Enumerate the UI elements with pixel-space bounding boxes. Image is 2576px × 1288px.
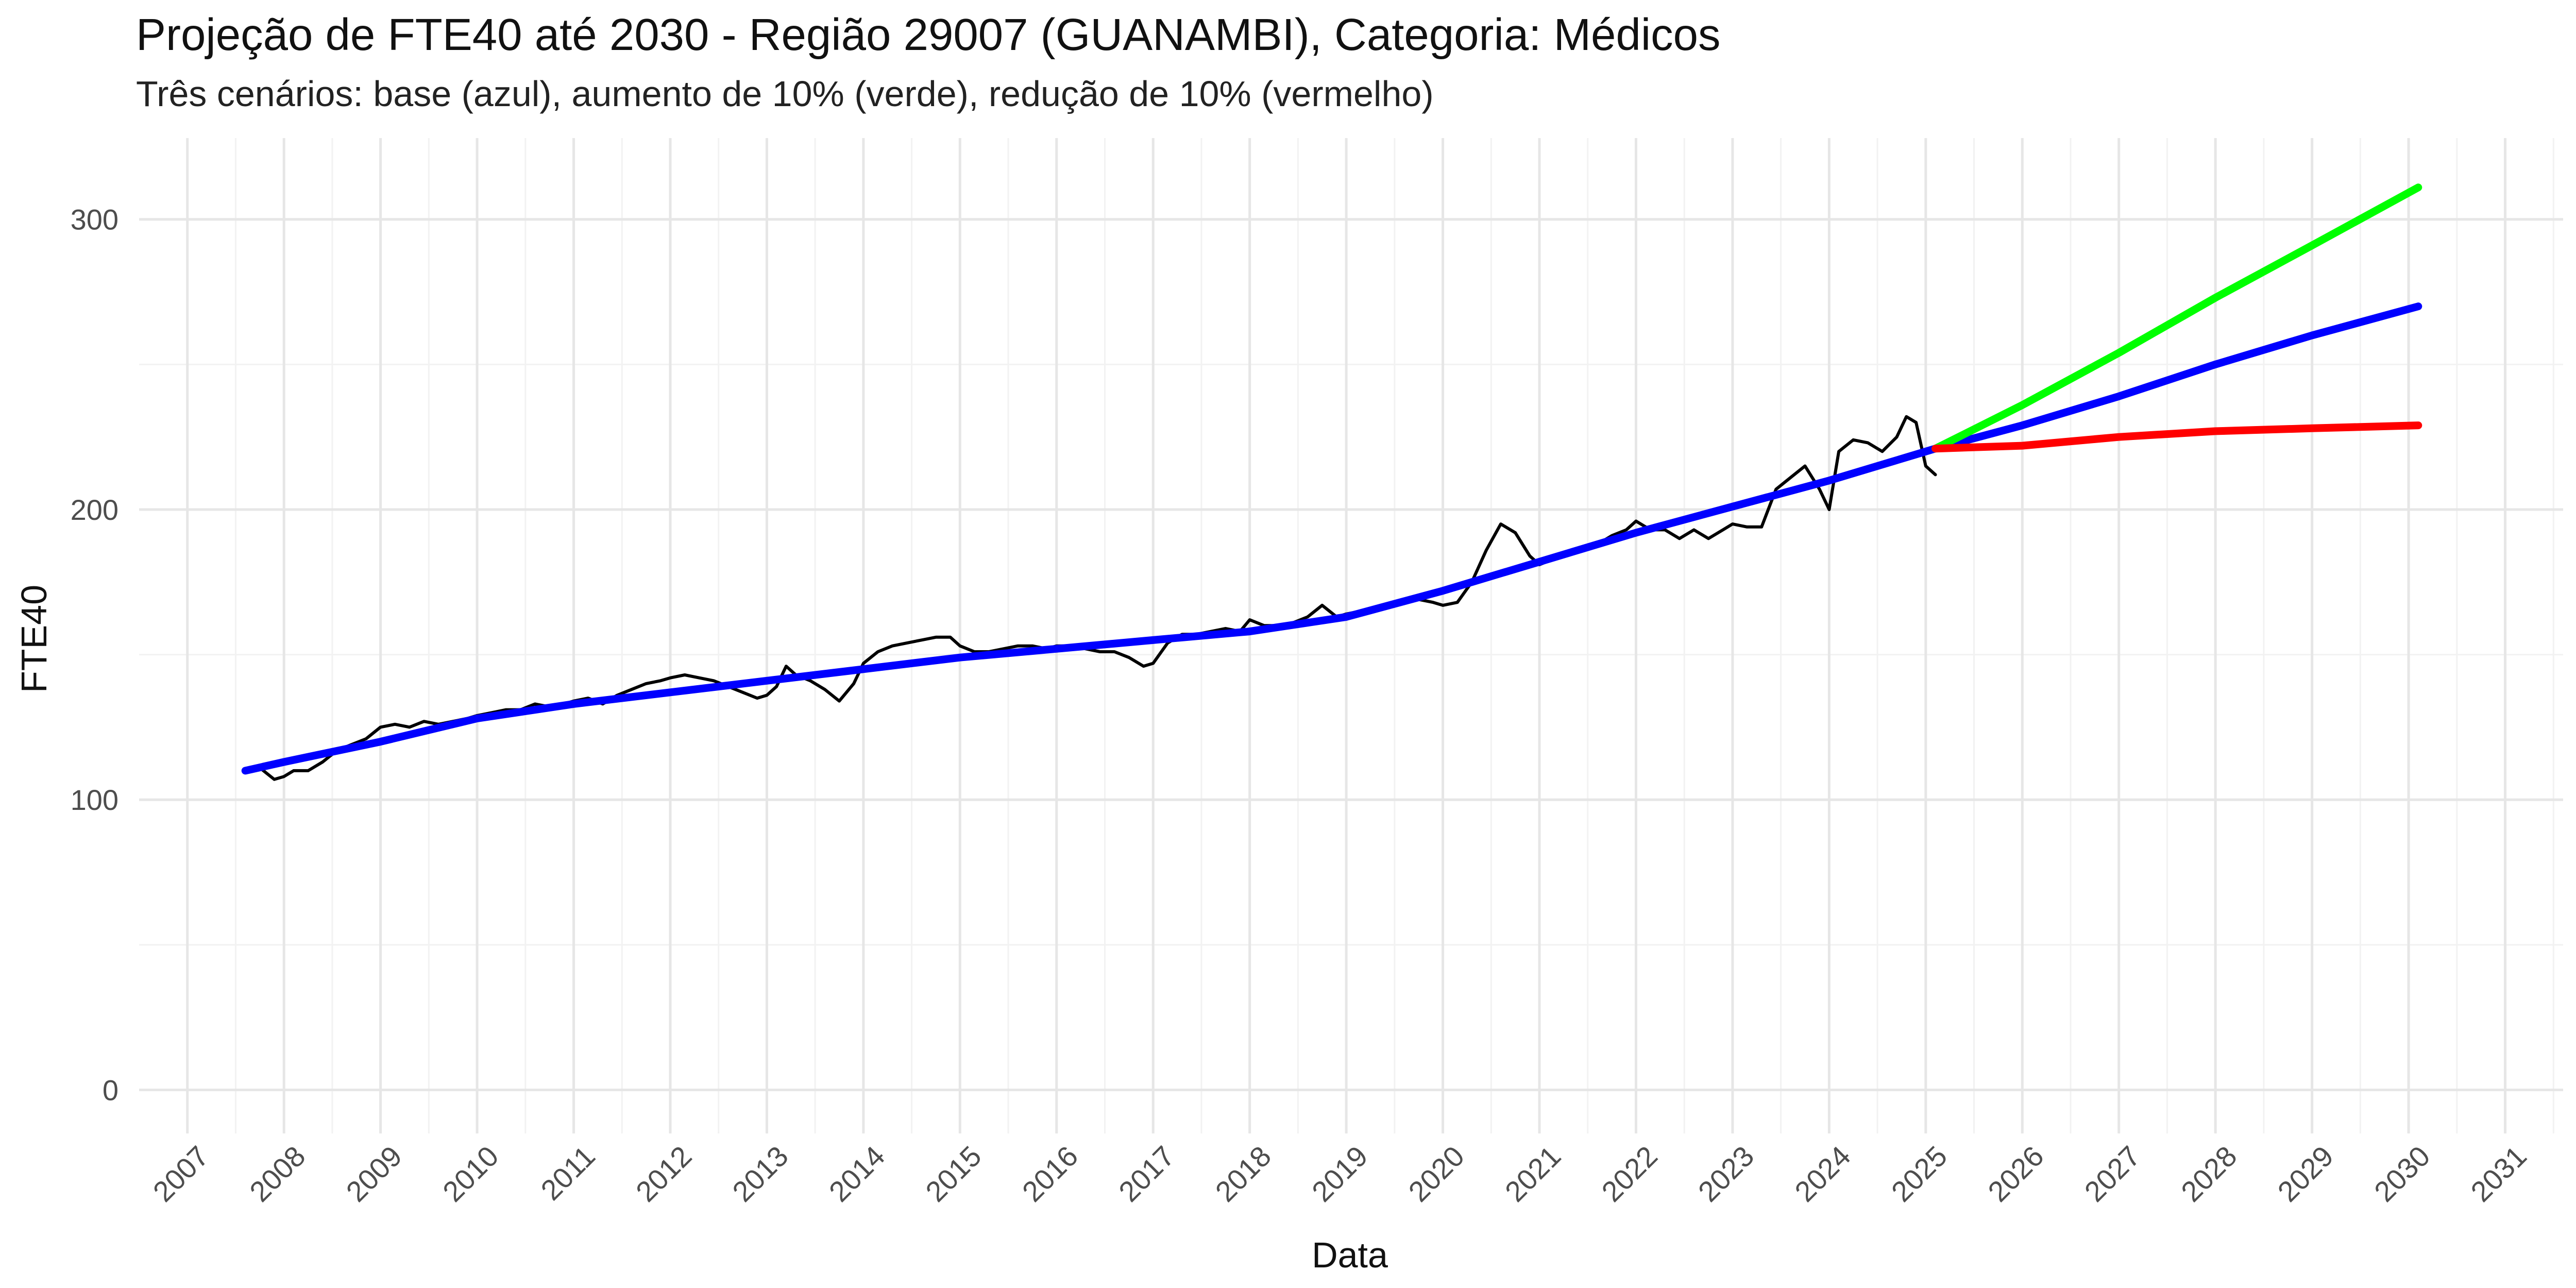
x-tick-label: 2016 [1016, 1140, 1084, 1208]
x-tick-label: 2011 [534, 1140, 601, 1207]
series-lines [241, 183, 2422, 781]
x-tick-label: 2031 [2464, 1140, 2533, 1208]
x-tick-label: 2012 [630, 1140, 698, 1208]
x-tick-label: 2026 [1981, 1140, 2050, 1208]
x-tick-label: 2030 [2368, 1140, 2436, 1208]
x-axis-title: Data [1312, 1235, 1388, 1275]
x-tick-label: 2022 [1595, 1140, 1664, 1208]
y-tick-label: 200 [71, 494, 118, 526]
x-tick-label: 2029 [2271, 1140, 2340, 1208]
series-line-2 [1931, 302, 2422, 453]
grid [139, 138, 2563, 1133]
x-tick-label: 2024 [1788, 1140, 1857, 1208]
x-tick-label: 2017 [1112, 1140, 1181, 1208]
x-tick-label: 2018 [1209, 1140, 1278, 1208]
series-line-0 [244, 415, 1937, 781]
x-tick-label: 2028 [2175, 1140, 2243, 1208]
x-tick-label: 2014 [823, 1140, 891, 1208]
x-tick-label: 2009 [340, 1140, 408, 1208]
x-tick-label: 2015 [919, 1140, 988, 1208]
y-axis-title: FTE40 [14, 585, 54, 693]
x-tick-label: 2008 [243, 1140, 312, 1208]
x-tick-label: 2023 [1692, 1140, 1760, 1208]
series-line-3 [1931, 183, 2422, 453]
chart-subtitle: Três cenários: base (azul), aumento de 1… [136, 74, 1434, 114]
y-tick-label: 100 [71, 784, 118, 816]
x-tick-label: 2025 [1885, 1140, 1954, 1208]
x-tick-label: 2010 [436, 1140, 505, 1208]
y-tick-label: 300 [71, 204, 118, 236]
series-line-4 [1931, 421, 2422, 453]
x-tick-label: 2021 [1499, 1140, 1567, 1208]
series-line-1 [241, 445, 1940, 775]
chart-title: Projeção de FTE40 até 2030 - Região 2900… [136, 10, 1721, 60]
x-tick-label: 2027 [2078, 1140, 2147, 1208]
x-tick-label: 2020 [1402, 1140, 1470, 1208]
x-tick-label: 2019 [1306, 1140, 1374, 1208]
x-axis-ticks: 2007 2008 2009 2010 2011 2012 2013 2014 2015 2016… [147, 1140, 2533, 1208]
y-tick-label: 0 [103, 1074, 118, 1107]
y-axis-ticks: 0 100 200 300 [71, 204, 118, 1107]
x-tick-label: 2007 [147, 1140, 215, 1208]
x-tick-label: 2013 [726, 1140, 794, 1208]
